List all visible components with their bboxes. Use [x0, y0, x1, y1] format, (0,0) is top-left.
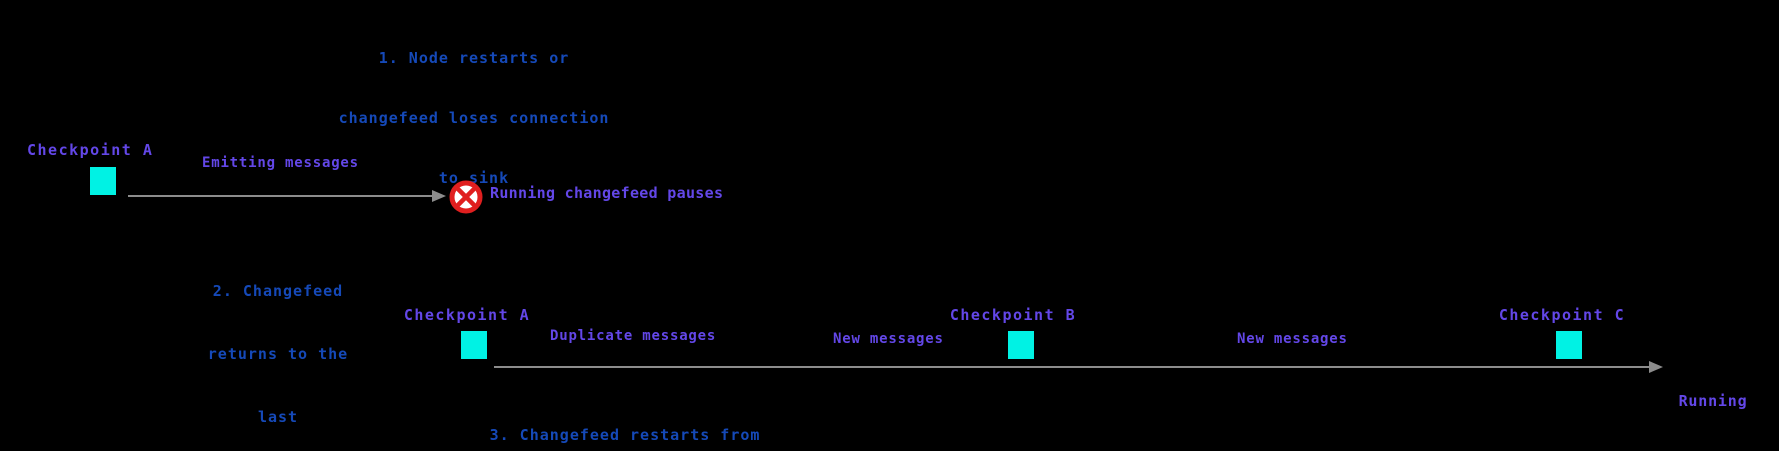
step2-line2: returns to the [207, 345, 349, 363]
step3-line1: 3. Changefeed restarts from [489, 426, 761, 444]
running-changefeed-pauses-label: Running changefeed pauses [490, 184, 724, 202]
pause-timeline-checkpoint-a-label: Checkpoint A [27, 141, 154, 159]
pause-timeline-arrowhead-icon [432, 190, 446, 202]
step3-annotation: 3. Changefeed restarts from last checkpo… [475, 383, 775, 451]
duplicate-messages-label: Duplicate messages [550, 328, 717, 344]
cancel-circle-icon [449, 180, 483, 214]
resume-timeline-checkpoint-b-marker [1008, 331, 1034, 359]
step2-line3: last [257, 408, 299, 426]
new-messages-label-1: New messages [833, 331, 944, 347]
running-changefeed-resumes-label: Running changefeed resumes [1658, 348, 1768, 451]
step1-line3: to sink [438, 169, 510, 187]
resume-timeline-checkpoint-c-marker [1556, 331, 1582, 359]
pause-timeline-line [128, 195, 433, 197]
resume-timeline-arrowhead-icon [1649, 361, 1663, 373]
resume-label-line1: Running [1678, 392, 1748, 410]
resume-timeline-checkpoint-a-marker [461, 331, 487, 359]
step2-line1: 2. Changefeed [212, 282, 344, 300]
step1-annotation: 1. Node restarts or changefeed loses con… [324, 8, 624, 228]
resume-timeline-checkpoint-c-label: Checkpoint C [1498, 306, 1626, 324]
step1-line1: 1. Node restarts or [378, 49, 570, 67]
pause-timeline-checkpoint-a-marker [90, 167, 116, 195]
step1-line2: changefeed loses connection [338, 109, 610, 127]
step2-annotation: 2. Changefeed returns to the last checkp… [128, 239, 428, 451]
new-messages-label-2: New messages [1237, 331, 1348, 347]
resume-timeline-line [494, 366, 1649, 368]
resume-timeline-checkpoint-a-label: Checkpoint A [403, 306, 531, 324]
resume-timeline-checkpoint-b-label: Checkpoint B [949, 306, 1077, 324]
emitting-messages-label: Emitting messages [202, 155, 359, 171]
